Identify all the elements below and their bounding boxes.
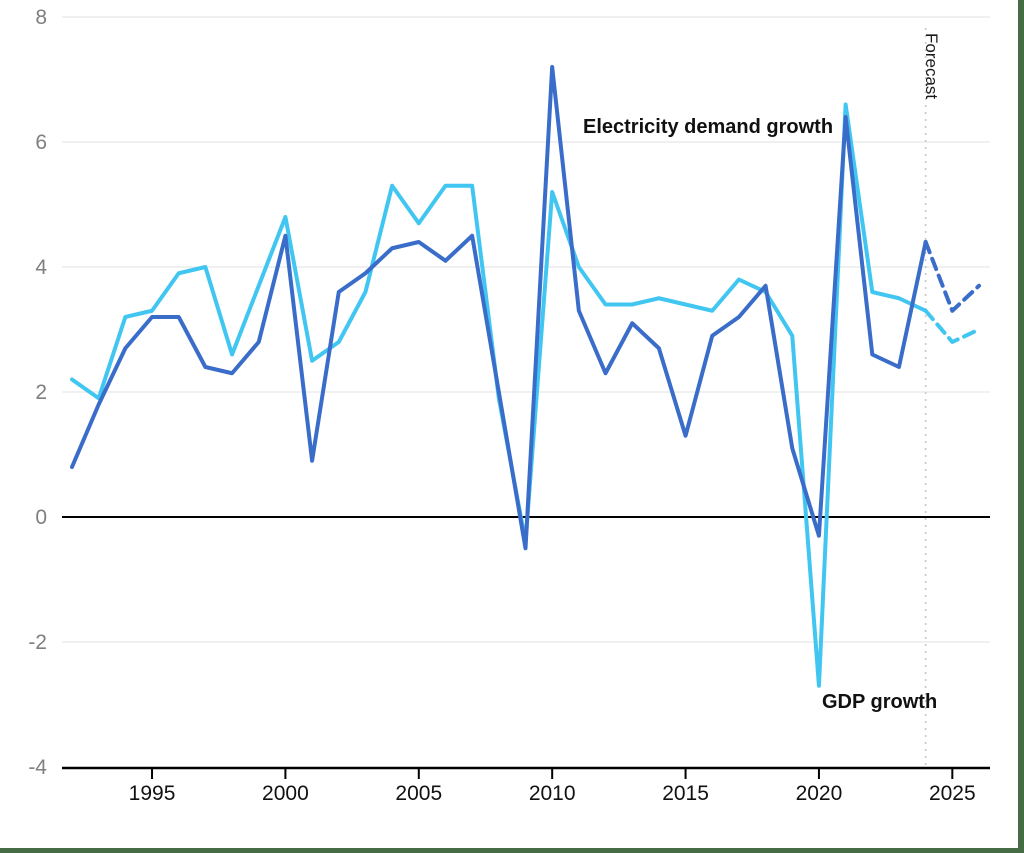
y-tick-label: -2 [28, 631, 47, 654]
y-tick-label: 0 [35, 506, 47, 529]
x-tick-label: 1995 [129, 782, 176, 805]
x-tick-label: 2010 [529, 782, 576, 805]
series-forecast-line-electricity-demand-growth [923, 240, 981, 313]
series-line-electricity-demand-growth [70, 65, 928, 551]
y-tick-label: 8 [35, 6, 47, 29]
series-forecast-line-gdp-growth [923, 308, 981, 344]
y-tick-label: 4 [35, 256, 47, 279]
gdp-growth-label: GDP growth [822, 691, 938, 713]
x-tick-label: 2015 [662, 782, 709, 805]
y-tick-label: 2 [35, 381, 47, 404]
frame-bottom-border [0, 848, 1024, 853]
x-tick-label: 2025 [929, 782, 976, 805]
forecast-label: Forecast [922, 33, 941, 100]
frame-right-border [1018, 0, 1024, 853]
y-tick-label: -4 [28, 756, 47, 779]
y-tick-label: 6 [35, 131, 47, 154]
x-tick-label: 2000 [262, 782, 309, 805]
x-tick-label: 2020 [796, 782, 843, 805]
electricity-demand-growth-label: Electricity demand growth [583, 116, 834, 138]
x-tick-label: 2005 [395, 782, 442, 805]
